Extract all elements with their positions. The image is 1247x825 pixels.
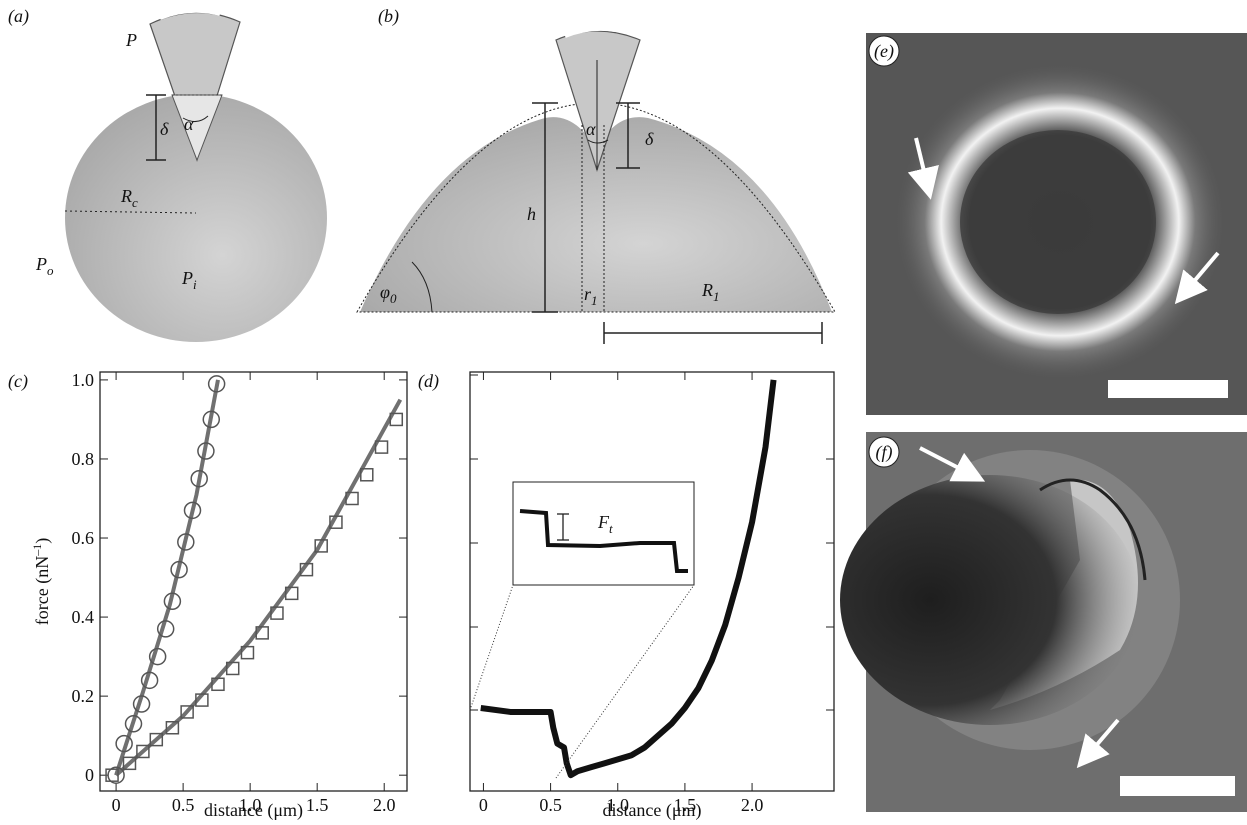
y-axis-label-part: ) <box>32 538 53 544</box>
panel-b: (b) h α δ φ0 r1 R1 <box>357 6 835 344</box>
panel-label: (e) <box>874 41 894 62</box>
y-tick-label: 0 <box>85 765 94 785</box>
label-p: P <box>125 30 137 50</box>
x-tick-label: 2.0 <box>373 795 396 815</box>
panel-a: (a) P δ α Rc Po Pi <box>8 6 327 342</box>
x-tick-label: 1.5 <box>306 795 329 815</box>
series-line <box>116 400 400 776</box>
label-alpha: α <box>184 114 194 134</box>
x-axis-label: distance (μm) <box>204 800 303 821</box>
panel-f: (f) <box>840 432 1247 812</box>
x-tick-label: 0 <box>479 795 488 815</box>
x-tick-label: 0 <box>112 795 121 815</box>
figure: (a) P δ α Rc Po Pi (b) h α δ φ0 r1 R1 <box>0 0 1247 825</box>
scale-bar <box>1108 380 1228 398</box>
y-tick-label: 0.6 <box>72 528 95 548</box>
cell-body <box>840 475 1140 725</box>
plot-frame <box>100 372 407 791</box>
panel-label: (b) <box>378 6 399 27</box>
cell-interior <box>960 130 1156 314</box>
y-axis-label-part: force (nN <box>32 556 53 625</box>
scale-bar <box>1120 776 1235 796</box>
y-axis-label: force (nN–1) <box>30 538 53 625</box>
panel-label: (d) <box>418 371 439 392</box>
y-axis-label-part: –1 <box>30 544 44 557</box>
panel-label: (f) <box>876 442 893 463</box>
inset: Ft <box>470 375 834 778</box>
y-tick-label: 1.0 <box>72 370 95 390</box>
y-tick-label: 0.2 <box>72 686 95 706</box>
x-axis-label: distance (μm) <box>602 800 701 821</box>
panel-label: (c) <box>8 371 28 392</box>
y-tick-label: 0.8 <box>72 449 95 469</box>
x-tick-label: 0.5 <box>539 795 562 815</box>
label-delta: δ <box>645 129 654 149</box>
y-tick-label: 0.4 <box>72 607 95 627</box>
x-tick-label: 0.5 <box>172 795 195 815</box>
label-delta: δ <box>160 119 169 139</box>
x-tick-label: 2.0 <box>741 795 764 815</box>
label-alpha: α <box>586 119 596 139</box>
label-po: Po <box>35 254 54 278</box>
label-h: h <box>527 204 536 224</box>
panel-e: (e) <box>866 33 1247 415</box>
panel-label: (a) <box>8 6 29 27</box>
R1-bar <box>604 322 822 344</box>
